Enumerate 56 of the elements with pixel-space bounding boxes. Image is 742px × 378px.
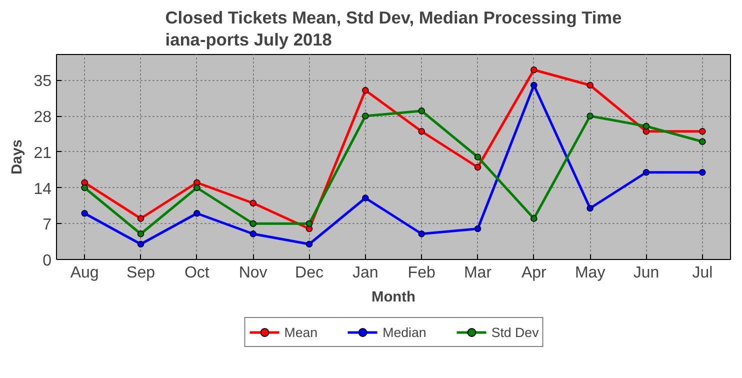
point <box>250 220 256 228</box>
point <box>194 184 200 192</box>
y-tick-label: 35 <box>34 73 52 90</box>
point <box>586 82 594 89</box>
point <box>530 215 538 222</box>
point <box>586 112 594 120</box>
point <box>474 164 482 171</box>
x-tick-label: Nov <box>238 264 268 282</box>
x-tick-label: Mar <box>464 264 492 282</box>
point <box>194 210 200 217</box>
point <box>306 220 313 228</box>
point <box>699 168 706 176</box>
y-tick-label: 21 <box>34 144 52 162</box>
point <box>642 122 650 130</box>
legend-label: Median <box>382 324 426 340</box>
point <box>137 230 144 238</box>
chart-title: Closed Tickets Mean, Std Dev, Median Processing Time iana-ports July 2018 <box>165 8 622 50</box>
x-tick-label: May <box>574 264 606 282</box>
point <box>530 66 538 74</box>
x-axis-title: Month <box>372 290 416 306</box>
point <box>137 215 144 222</box>
point <box>699 138 706 146</box>
x-tick-label: Aug <box>70 264 99 282</box>
point <box>306 240 313 248</box>
point <box>418 107 425 114</box>
x-tick-label: Sep <box>126 264 156 282</box>
point <box>642 168 650 176</box>
point <box>81 210 88 217</box>
point <box>530 82 538 89</box>
y-tick-label: 0 <box>42 252 52 270</box>
point <box>418 230 425 238</box>
point <box>474 225 482 232</box>
point <box>250 230 256 238</box>
x-tick-label: Oct <box>184 264 210 282</box>
x-tick-label: Dec <box>295 264 324 282</box>
x-tick-label: Jul <box>692 264 713 282</box>
point <box>362 194 369 202</box>
point <box>418 128 425 135</box>
y-tick-label: 7 <box>42 216 52 234</box>
x-tick-label: Jan <box>352 264 378 282</box>
point <box>474 154 482 160</box>
legend-label: Mean <box>284 324 318 340</box>
x-tick-label: Feb <box>408 264 436 282</box>
point <box>362 112 369 120</box>
point <box>81 184 88 192</box>
y-tick-label: 14 <box>34 180 52 198</box>
point <box>586 204 594 212</box>
x-tick-label: Apr <box>521 264 548 282</box>
y-axis-title: Days <box>10 139 26 175</box>
point <box>362 86 369 94</box>
x-tick-label: Jun <box>633 264 660 282</box>
point <box>250 200 256 207</box>
point <box>137 240 144 248</box>
y-tick-label: 28 <box>34 109 52 126</box>
legend-label: Std Dev <box>491 324 539 340</box>
point <box>699 128 706 135</box>
